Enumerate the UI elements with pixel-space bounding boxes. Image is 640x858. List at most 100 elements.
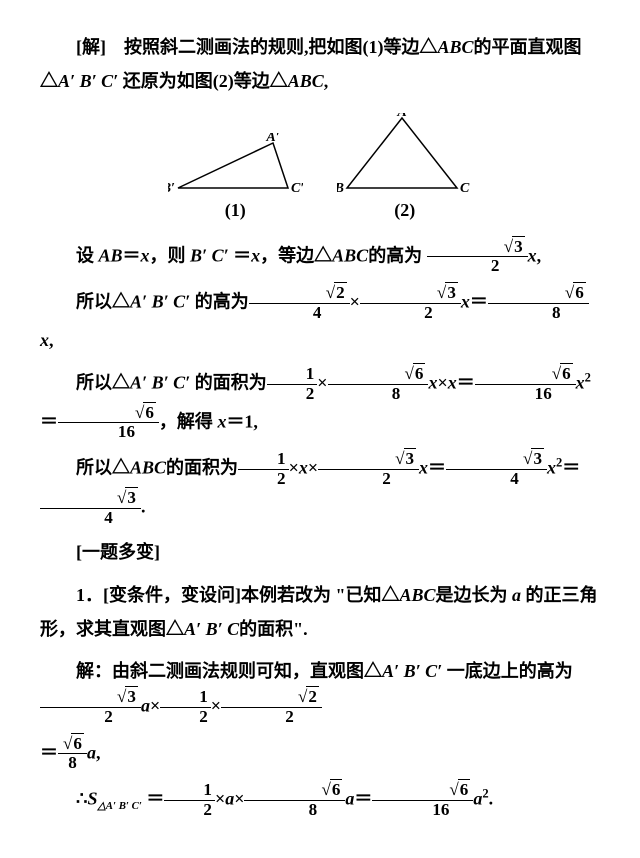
frac-r3-2: 32 [427, 238, 528, 277]
num: 3 [512, 236, 525, 256]
frac-r6-8: 68 [244, 781, 345, 820]
den: 2 [238, 470, 289, 489]
paragraph-7: 1．[变条件，变设问]本例若改为 "已知△ABC是边长为 a 的正三角形，求其直… [40, 578, 600, 646]
paragraph-9: ＝68a, [40, 735, 600, 774]
triangle-1-svg: A′ B′ C′ [168, 133, 303, 193]
text: 的高为 [190, 292, 249, 312]
text: 的面积为 [166, 458, 238, 478]
times: × [317, 372, 327, 392]
frac-r6-16: 616 [372, 781, 473, 820]
num: 3 [531, 448, 544, 468]
a-var: a [345, 789, 354, 809]
paragraph-4: 所以△A′ B′ C′ 的面积为12×68x×x＝616x2＝616，解得 x＝… [40, 365, 600, 442]
num: 1 [164, 781, 215, 801]
num: 2 [306, 686, 319, 706]
text: 设 [76, 245, 99, 265]
x-var: x [141, 245, 150, 265]
paragraph-8: 解：由斜二测画法规则可知，直观图△A′ B′ C′ 一底边上的高为 32a×12… [40, 654, 600, 727]
num: 6 [143, 402, 156, 422]
times: × [215, 789, 225, 809]
a-var: a [512, 585, 521, 605]
text: 解：由斜二测画法规则可知，直观图△ [76, 661, 382, 681]
frac-r6-16: 616 [475, 365, 576, 404]
a-var: a [87, 742, 96, 762]
frac-1-2: 12 [267, 365, 318, 404]
text: 1．[变条件，变设问]本例若改为 "已知△ [76, 585, 399, 605]
ab-italic: AB [99, 245, 123, 265]
text: [解] 按照斜二测画法的规则,把如图(1)等边△ [76, 37, 437, 57]
paragraph-3: 所以△A′ B′ C′ 的高为24×32x＝68x, [40, 284, 600, 357]
text: 所以△ [76, 292, 130, 312]
num: 1 [267, 365, 318, 385]
frac-r6-8: 68 [58, 735, 87, 774]
frac-1-2: 12 [238, 450, 289, 489]
den: 16 [475, 385, 576, 404]
paragraph-2: 设 AB＝x，则 B′ C′ ＝x，等边△ABC的高为 32x, [40, 238, 600, 277]
a-var: a [141, 695, 150, 715]
text: 一底边上的高为 [442, 661, 573, 681]
abc-italic: ABC [288, 71, 324, 91]
x-var: x [251, 245, 260, 265]
frac-r6-16: 616 [58, 404, 159, 443]
den: 2 [360, 304, 461, 323]
text: 所以△ [76, 372, 130, 392]
text: , [49, 330, 54, 350]
x-var: x [419, 458, 428, 478]
den: 8 [244, 801, 345, 820]
text: ＝ [40, 742, 58, 762]
num: 6 [413, 363, 426, 383]
den: 2 [40, 708, 141, 727]
num: 3 [125, 686, 138, 706]
den: 2 [164, 801, 215, 820]
num: 3 [125, 487, 138, 507]
den: 4 [249, 304, 350, 323]
abc-prime: A′ B′ C′ [130, 292, 190, 312]
frac-1-2: 12 [164, 781, 215, 820]
abc-italic: ABC [130, 458, 166, 478]
x-var: x [40, 330, 49, 350]
x-var: x [461, 292, 470, 312]
figure-1-caption: (1) [225, 200, 246, 220]
svg-text:C: C [460, 181, 470, 193]
times: × [308, 458, 318, 478]
triangle-2-svg: A B C [337, 113, 472, 193]
abc-prime: A′ B′ C′ [130, 372, 190, 392]
num: 6 [560, 363, 573, 383]
text: ＝ [229, 245, 252, 265]
num: 3 [445, 282, 458, 302]
svg-text:C′: C′ [291, 181, 303, 193]
therefore: ∴ [76, 789, 87, 809]
eq: ＝ [123, 245, 141, 265]
abc-italic: ABC [332, 245, 368, 265]
frac-r6-8: 68 [328, 365, 429, 404]
den: 2 [318, 470, 419, 489]
den: 8 [488, 304, 589, 323]
s-var: S [87, 789, 97, 809]
text: 的面积为 [190, 372, 267, 392]
x-var: x [528, 245, 537, 265]
frac-r3-2: 32 [318, 450, 419, 489]
paragraph-10: ∴S△A′ B′ C′ ＝12×a×68a＝616a2. [40, 781, 600, 820]
den: 8 [58, 754, 87, 773]
x-var: x [576, 372, 585, 392]
times: × [211, 695, 221, 715]
text: ＝1, [226, 411, 258, 431]
svg-text:A: A [397, 113, 407, 120]
num: 1 [160, 688, 211, 708]
num: 3 [404, 448, 417, 468]
frac-r3-2: 32 [360, 284, 461, 323]
num: 2 [334, 282, 347, 302]
figure-2: A B C (2) [337, 113, 472, 227]
den: 16 [372, 801, 473, 820]
text: 的高为 [368, 245, 427, 265]
figures-row: A′ B′ C′ (1) A B C (2) [40, 113, 600, 227]
text: ，则 [150, 245, 191, 265]
num: 6 [458, 779, 471, 799]
den: 2 [221, 708, 322, 727]
frac-r3-4: 34 [446, 450, 547, 489]
subscript: △A′ B′ C′ [97, 800, 141, 812]
times: × [234, 789, 244, 809]
den: 2 [267, 385, 318, 404]
num: 6 [573, 282, 586, 302]
section-heading: [一题多变] [40, 535, 600, 569]
